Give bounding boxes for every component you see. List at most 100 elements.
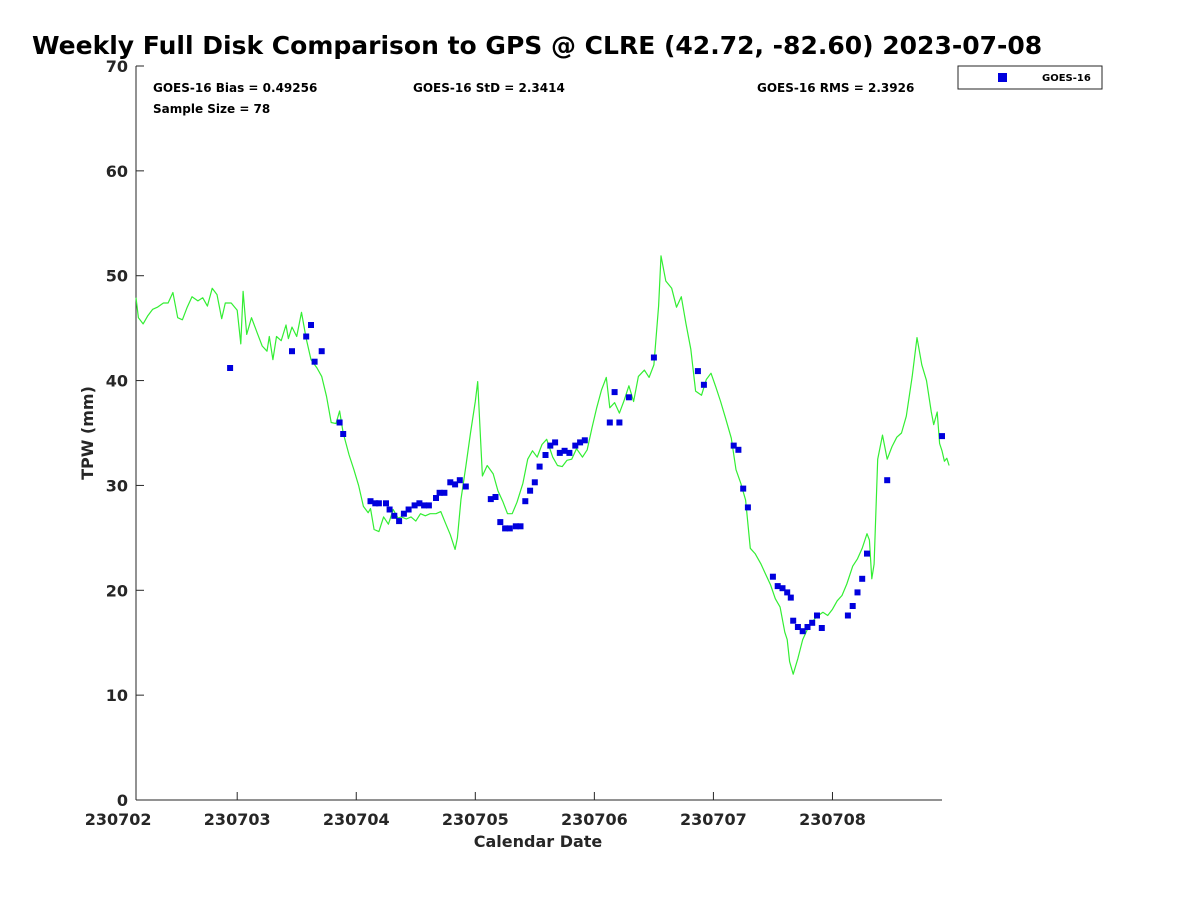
goes16-data-point	[547, 442, 554, 449]
chart-title: Weekly Full Disk Comparison to GPS @ CLR…	[32, 31, 1042, 60]
legend-box	[957, 65, 1103, 90]
goes16-data-point	[939, 433, 945, 440]
y-tick-label: 20	[106, 581, 128, 600]
goes16-points	[227, 322, 945, 635]
goes16-data-point	[784, 589, 791, 596]
goes16-data-point	[336, 419, 343, 426]
std-annotation: GOES-16 StD = 2.3414	[413, 81, 565, 95]
goes16-data-point	[884, 477, 891, 484]
goes16-data-point	[447, 479, 454, 486]
x-tick-label: 230703	[204, 810, 271, 829]
goes16-data-point	[340, 431, 347, 437]
gps-tpw-line	[135, 255, 950, 675]
goes16-data-point	[391, 512, 398, 519]
goes16-data-point	[625, 394, 632, 401]
goes16-data-point	[308, 322, 314, 328]
goes16-data-point	[536, 463, 543, 470]
x-tick-label: 230707	[680, 810, 747, 829]
goes16-data-point	[289, 348, 295, 355]
goes16-data-point	[441, 489, 448, 496]
goes16-data-point	[462, 483, 469, 490]
goes16-data-point	[303, 333, 310, 340]
goes16-data-point	[735, 446, 742, 453]
goes16-data-point	[502, 525, 509, 532]
y-tick-label: 60	[106, 162, 128, 181]
rms-annotation: GOES-16 RMS = 2.3926	[757, 81, 914, 95]
goes16-data-point	[809, 619, 816, 626]
goes16-data-point	[522, 498, 529, 505]
goes16-data-point	[506, 525, 513, 532]
goes16-data-point	[542, 452, 549, 458]
goes16-data-point	[517, 523, 524, 530]
goes16-data-point	[405, 506, 412, 513]
goes16-data-point	[744, 504, 751, 511]
goes16-data-point	[367, 498, 374, 505]
goes16-data-point	[421, 502, 428, 509]
goes16-data-point	[400, 510, 407, 517]
x-tick-label: 230704	[323, 810, 390, 829]
goes16-data-point	[730, 442, 737, 449]
legend: GOES-16	[957, 65, 1103, 90]
goes16-data-point	[790, 617, 797, 624]
goes16-data-point	[799, 628, 806, 635]
stats-annotations: GOES-16 Bias = 0.49256 GOES-16 StD = 2.3…	[153, 81, 914, 116]
x-tick-label: 230708	[799, 810, 866, 829]
goes16-data-point	[456, 477, 463, 484]
goes16-data-point	[311, 358, 318, 365]
goes16-data-point	[740, 485, 747, 492]
x-tick-label: 230705	[442, 810, 509, 829]
goes16-data-point	[497, 519, 504, 526]
goes16-data-point	[552, 439, 559, 446]
goes16-data-point	[769, 573, 776, 580]
goes16-data-point	[561, 447, 568, 454]
y-tick-label: 40	[106, 372, 128, 391]
y-tick-label: 30	[106, 476, 128, 495]
goes16-data-point	[581, 437, 588, 444]
goes16-data-point	[577, 439, 584, 446]
goes16-data-point	[527, 487, 534, 494]
goes16-data-point	[436, 489, 443, 496]
goes16-data-point	[650, 354, 657, 361]
goes16-data-point	[616, 419, 623, 426]
goes16-data-point	[425, 502, 432, 509]
goes16-data-point	[854, 589, 861, 596]
goes16-data-point	[774, 583, 781, 590]
x-tick-label: 230706	[561, 810, 628, 829]
goes16-data-point	[372, 500, 379, 507]
goes16-data-point	[844, 612, 851, 619]
goes16-data-point	[556, 449, 563, 456]
sample-size-annotation: Sample Size = 78	[153, 102, 270, 116]
goes16-data-point	[383, 500, 389, 507]
goes16-data-point	[492, 494, 499, 500]
goes16-data-point	[487, 496, 494, 503]
goes16-data-point	[814, 612, 820, 619]
goes16-data-point	[411, 502, 418, 509]
goes16-data-point	[452, 481, 459, 488]
goes16-data-point	[386, 506, 393, 513]
goes16-data-point	[433, 495, 439, 501]
goes16-data-point	[694, 368, 701, 375]
goes16-data-point	[396, 518, 403, 525]
x-axis-label: Calendar Date	[474, 832, 603, 851]
y-tick-label: 50	[106, 267, 128, 286]
y-axis-ticks: 0 10 20 30 40 50 60 70	[106, 57, 144, 810]
goes16-data-point	[512, 523, 519, 530]
goes16-data-point	[606, 419, 613, 426]
goes16-data-point	[531, 479, 538, 486]
goes16-data-point	[804, 624, 811, 630]
goes16-data-point	[779, 585, 786, 592]
goes16-data-point	[572, 442, 579, 449]
plot-background	[136, 66, 942, 800]
goes16-data-point	[849, 603, 856, 609]
goes16-data-point	[794, 624, 801, 630]
y-tick-label: 0	[117, 791, 128, 810]
plot-area	[135, 66, 942, 801]
y-tick-label: 70	[106, 57, 128, 76]
y-axis-label: TPW (mm)	[78, 386, 97, 480]
y-tick-label: 10	[106, 686, 128, 705]
series-layer	[135, 255, 950, 675]
goes16-data-point	[566, 449, 573, 456]
x-tick-label: 230702	[85, 810, 152, 829]
legend-label-goes16: GOES-16	[1042, 73, 1091, 84]
